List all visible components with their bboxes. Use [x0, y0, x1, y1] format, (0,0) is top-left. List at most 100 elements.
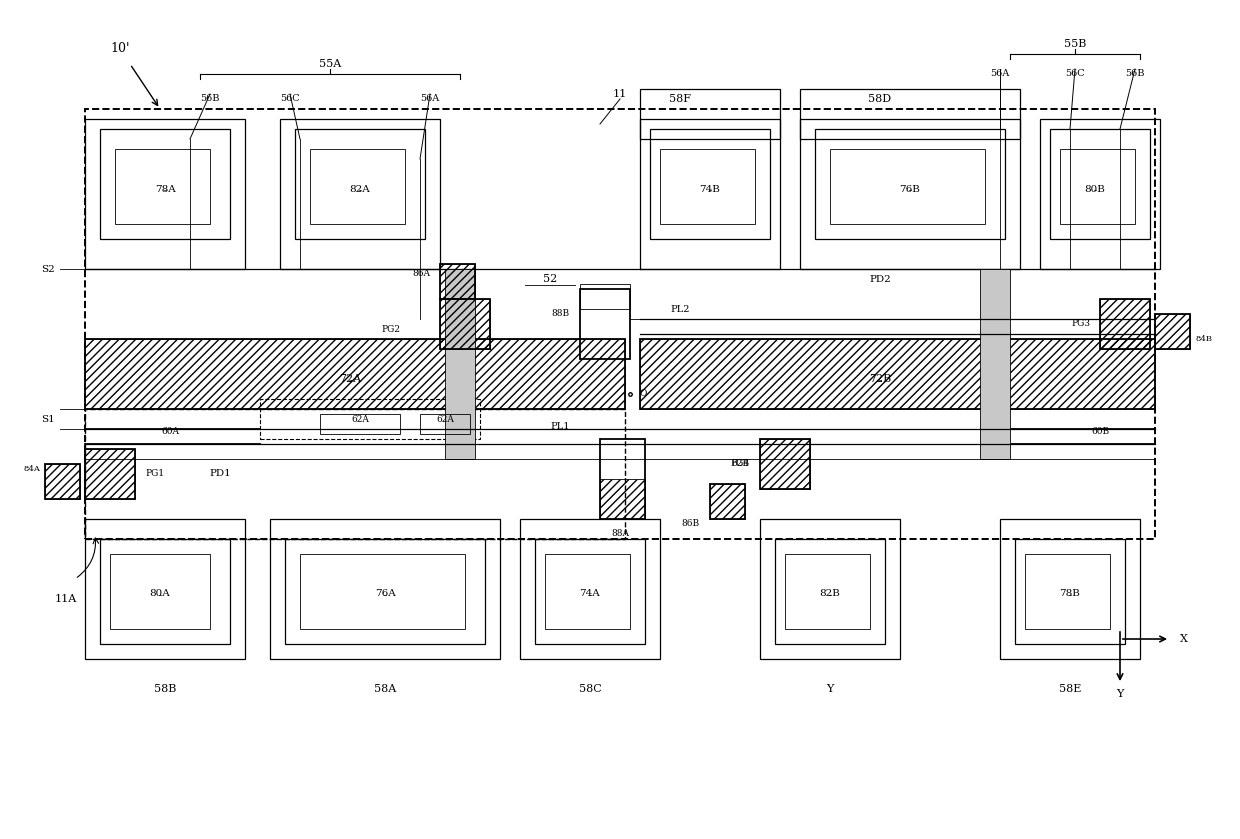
Bar — [980, 269, 1011, 459]
Text: 78B: 78B — [1059, 590, 1080, 598]
Bar — [520, 519, 660, 659]
Text: PD2: PD2 — [869, 274, 890, 284]
Bar — [640, 119, 780, 269]
Bar — [86, 109, 1154, 539]
Bar — [1025, 554, 1110, 629]
Bar — [45, 464, 81, 499]
Text: 76B: 76B — [899, 185, 920, 194]
Text: PG1: PG1 — [145, 470, 164, 478]
Bar — [760, 519, 900, 659]
Bar — [1154, 314, 1190, 349]
Text: 62A: 62A — [436, 414, 454, 424]
Bar — [640, 89, 780, 139]
Bar — [310, 149, 405, 224]
Bar — [1154, 314, 1190, 349]
Bar — [110, 554, 210, 629]
Text: 11: 11 — [613, 89, 627, 99]
Bar — [440, 264, 475, 299]
Text: 55A: 55A — [319, 59, 341, 69]
Bar — [800, 89, 1021, 139]
Text: PG3: PG3 — [1071, 320, 1090, 329]
Text: 56C: 56C — [1065, 69, 1085, 78]
Bar — [580, 284, 630, 309]
Bar — [285, 539, 485, 644]
Bar — [546, 554, 630, 629]
Bar — [445, 269, 475, 459]
Text: 58F: 58F — [670, 94, 691, 104]
Bar — [830, 149, 985, 224]
Text: PL2: PL2 — [670, 305, 689, 314]
Bar — [86, 119, 246, 269]
Bar — [800, 119, 1021, 269]
Text: 84B: 84B — [1195, 335, 1211, 343]
Text: 62B: 62B — [732, 460, 749, 468]
Text: 88B: 88B — [552, 310, 570, 319]
Text: 86A: 86A — [412, 269, 430, 279]
Text: 72A: 72A — [339, 374, 361, 384]
Bar — [86, 449, 135, 499]
Text: 58C: 58C — [579, 684, 601, 694]
Bar — [1050, 129, 1149, 239]
Bar — [440, 299, 490, 349]
Bar — [1100, 299, 1149, 349]
Bar — [760, 439, 810, 489]
Bar — [100, 129, 229, 239]
Bar — [86, 409, 625, 539]
Bar — [534, 539, 645, 644]
Bar — [600, 479, 645, 519]
Text: 84A: 84A — [24, 465, 40, 473]
Text: 72B: 72B — [869, 374, 892, 384]
Text: 60A: 60A — [161, 427, 179, 436]
Bar — [711, 484, 745, 519]
Text: 58E: 58E — [1059, 684, 1081, 694]
Text: 10': 10' — [110, 43, 129, 55]
Text: 80B: 80B — [1085, 185, 1105, 194]
Text: 88A: 88A — [611, 529, 629, 538]
Bar — [420, 414, 470, 434]
Bar — [320, 414, 401, 434]
Text: 56B: 56B — [1125, 69, 1145, 78]
Bar — [785, 554, 870, 629]
Text: 55B: 55B — [1064, 39, 1086, 49]
Bar — [440, 264, 475, 299]
Text: 80A: 80A — [150, 590, 170, 598]
Bar — [300, 554, 465, 629]
Bar — [1060, 149, 1135, 224]
Bar — [1100, 299, 1149, 349]
Bar — [660, 149, 755, 224]
Text: 78A: 78A — [155, 185, 175, 194]
Text: Y: Y — [826, 684, 833, 694]
Bar — [100, 539, 229, 644]
Text: 56C: 56C — [280, 94, 300, 103]
Text: S2: S2 — [41, 264, 55, 274]
Bar — [1040, 119, 1159, 269]
Bar — [295, 129, 425, 239]
Bar — [86, 339, 625, 409]
Bar — [580, 289, 630, 359]
Bar — [45, 464, 81, 499]
Text: S1: S1 — [41, 414, 55, 424]
Bar — [260, 399, 480, 439]
Text: 56A: 56A — [991, 69, 1009, 78]
Bar — [1016, 539, 1125, 644]
Bar — [999, 519, 1140, 659]
Bar — [280, 119, 440, 269]
Text: 58A: 58A — [374, 684, 396, 694]
Bar — [270, 519, 500, 659]
Bar — [711, 484, 745, 519]
Text: 56B: 56B — [200, 94, 219, 103]
Text: 52: 52 — [543, 274, 557, 284]
Text: 62A: 62A — [351, 414, 370, 424]
Text: PG2: PG2 — [381, 325, 401, 333]
Text: 74A: 74A — [579, 590, 600, 598]
Text: 11A: 11A — [55, 594, 77, 604]
Text: 76A: 76A — [374, 590, 396, 598]
Text: 58D: 58D — [868, 94, 892, 104]
Text: X: X — [1180, 634, 1188, 644]
Bar — [600, 439, 645, 519]
Text: 56A: 56A — [420, 94, 440, 103]
Text: 82B: 82B — [820, 590, 841, 598]
Bar — [86, 449, 135, 499]
Bar — [86, 339, 625, 409]
Bar — [760, 439, 810, 489]
